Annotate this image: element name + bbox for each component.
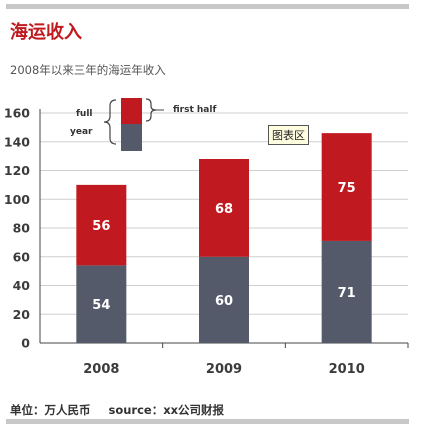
value-label: 71 [338,286,356,301]
legend-label-full: full [76,109,93,119]
bars [76,133,372,343]
legend-label-first-half: first half [173,105,216,115]
y-tick-label: 0 [21,336,30,351]
bar-lower-2008 [76,265,127,343]
legend-swatch-first-half [121,98,142,124]
chart-title: 海运收入 [10,22,82,43]
value-label: 68 [215,202,233,217]
value-label: 54 [92,298,110,313]
bar-lower-2009 [199,256,249,343]
category-label: 2009 [206,362,242,377]
source-note: source：xx公司财报 [108,403,225,417]
footer: 单位：万人民币 source：xx公司财报 [10,402,224,418]
value-label: 75 [338,181,356,196]
top-rule [6,4,409,9]
y-tick-label: 20 [13,307,31,322]
y-tick-label: 100 [4,192,30,207]
category-label: 2008 [83,362,119,377]
y-tick-label: 60 [13,249,31,264]
chart-subtitle: 2008年以来三年的海运年收入 [10,63,166,77]
y-tick-label: 120 [4,163,30,178]
unit-note: 单位：万人民币 [10,403,91,417]
y-tick-label: 40 [13,278,31,293]
y-tick-label: 80 [13,221,31,236]
bar-first-half-2010 [321,133,372,241]
bar-lower-2010 [321,240,372,343]
category-label: 2010 [329,362,365,377]
y-tick-label: 140 [4,134,30,149]
value-label: 60 [215,294,233,309]
chart-area-tag: 图表区 [268,125,309,145]
bar-first-half-2008 [76,184,127,266]
legend-swatch-full-year [121,124,142,151]
legend-left-brace [103,99,117,145]
bottom-rule [6,419,409,424]
value-label: 56 [92,219,110,234]
labels: 0 20 40 60 80 100 120 140 160 54 56 2008 60 68 2009 71 7… [4,106,365,378]
legend: full year first half [70,98,216,151]
bar-first-half-2009 [199,159,249,257]
legend-right-brace [145,98,157,122]
legend-label-year: year [70,127,93,137]
y-tick-label: 160 [4,106,30,121]
